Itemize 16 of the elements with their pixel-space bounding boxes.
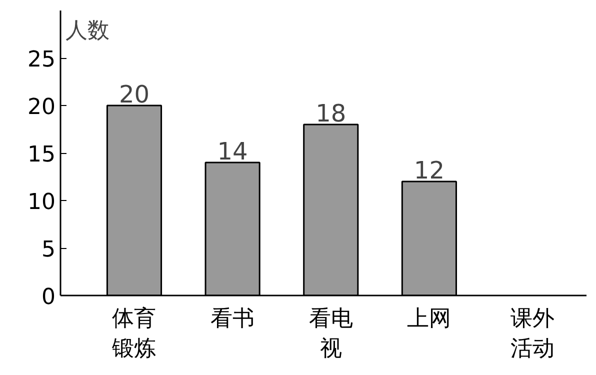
y-tick-label: 0 <box>42 285 56 310</box>
y-tick-label: 10 <box>28 190 56 215</box>
y-tick-label: 15 <box>28 142 56 168</box>
x-tick-label: 看书 <box>210 306 255 332</box>
y-tick-label: 25 <box>28 48 56 72</box>
y-tick-label: 5 <box>42 238 56 262</box>
x-tick-label: 体育锻炼 <box>111 306 156 362</box>
data-label: 20 <box>118 80 150 108</box>
x-tick-label: 看电视 <box>308 306 353 362</box>
data-label: 14 <box>217 138 248 166</box>
y-axis-title: 人数 <box>65 18 110 44</box>
x-axis-title: 课外活动 <box>510 306 554 362</box>
y-tick-label: 20 <box>28 95 56 120</box>
data-label: 12 <box>414 156 444 184</box>
x-tick-label: 上网 <box>407 306 452 332</box>
data-label: 18 <box>316 100 346 128</box>
